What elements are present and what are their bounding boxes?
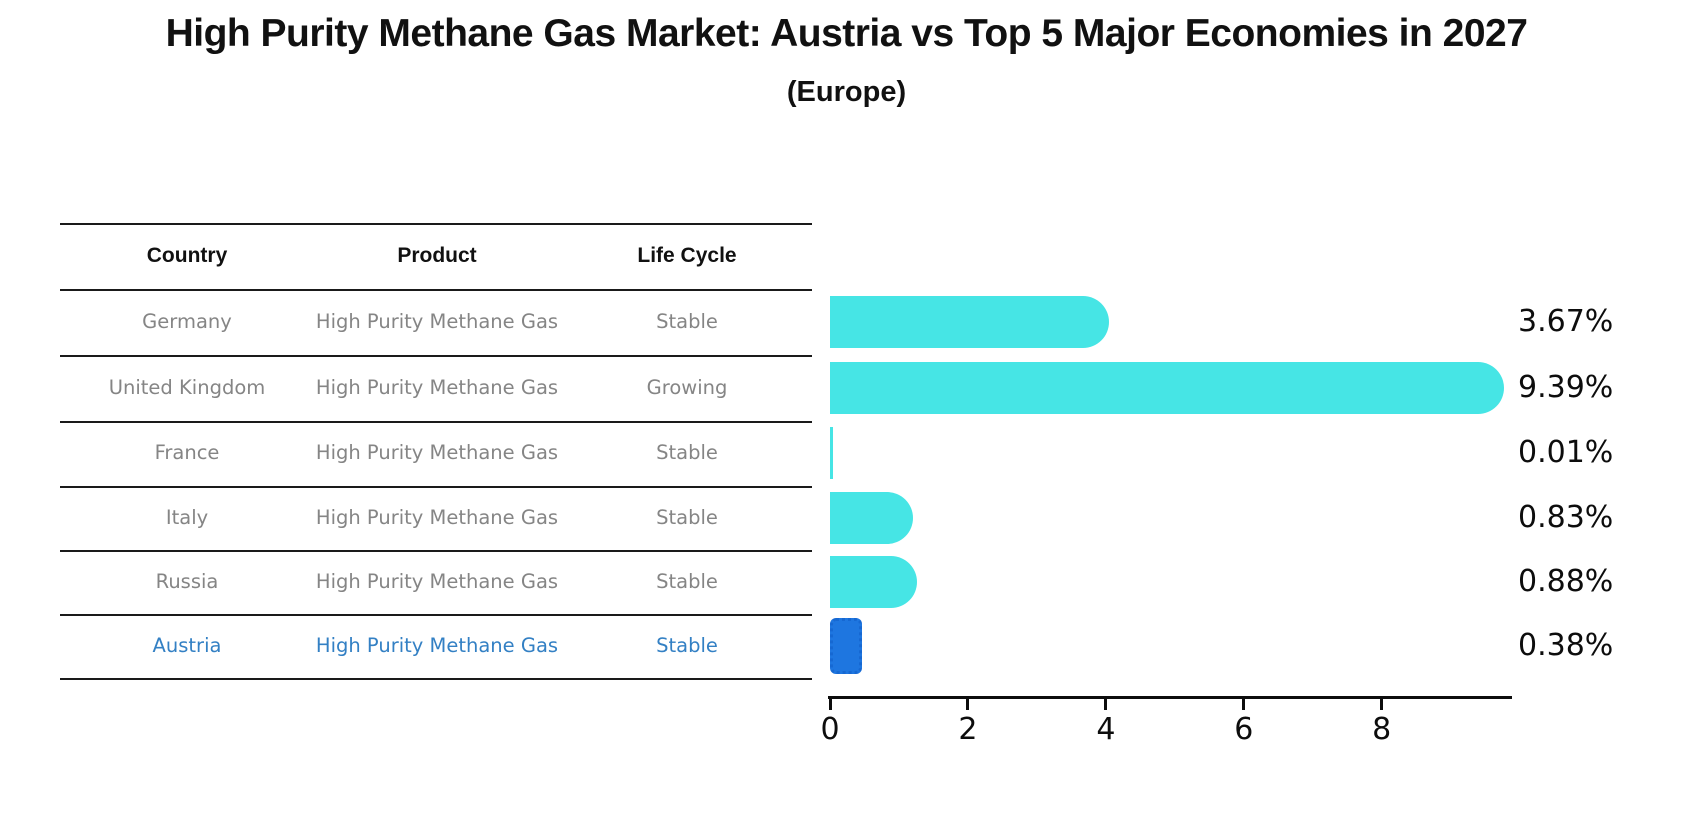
table-rule-bottom	[60, 678, 812, 680]
cell-product: High Purity Methane Gas	[315, 634, 559, 657]
x-axis-tick-label: 0	[820, 712, 840, 747]
cell-product: High Purity Methane Gas	[315, 376, 559, 399]
column-header-life-cycle: Life Cycle	[637, 244, 737, 267]
table-rule-header	[60, 289, 812, 291]
value-label-austria: 0.38%	[1518, 628, 1614, 663]
chart-subtitle: (Europe)	[786, 76, 907, 108]
cell-life-cycle: Stable	[656, 506, 718, 529]
cell-country: United Kingdom	[108, 376, 266, 399]
value-label-france: 0.01%	[1518, 435, 1614, 470]
table-rule	[60, 614, 812, 616]
value-label-italy: 0.83%	[1518, 500, 1614, 535]
cell-country: Italy	[165, 506, 209, 529]
cell-product: High Purity Methane Gas	[315, 310, 559, 333]
cell-life-cycle: Stable	[656, 570, 718, 593]
bar-united-kingdom	[830, 362, 1504, 414]
x-axis-tick	[966, 699, 970, 710]
column-header-product: Product	[397, 244, 477, 267]
table-rule	[60, 421, 812, 423]
x-axis-tick-label: 6	[1234, 712, 1254, 747]
x-axis-line	[828, 696, 1512, 699]
x-axis-tick	[828, 699, 832, 710]
chart-title: High Purity Methane Gas Market: Austria …	[165, 12, 1528, 55]
table-rule-top	[60, 223, 812, 225]
cell-country: France	[154, 441, 220, 464]
cell-life-cycle: Stable	[656, 441, 718, 464]
x-axis-tick	[1380, 699, 1384, 710]
bar-russia	[830, 556, 917, 608]
value-label-germany: 3.67%	[1518, 304, 1614, 339]
cell-country: Germany	[142, 310, 232, 333]
x-axis-tick-label: 2	[958, 712, 978, 747]
x-axis-tick	[1242, 699, 1246, 710]
bar-france	[830, 427, 833, 479]
cell-country: Austria	[152, 634, 222, 657]
cell-country: Russia	[155, 570, 219, 593]
x-axis-tick	[1104, 699, 1108, 710]
cell-product: High Purity Methane Gas	[315, 441, 559, 464]
bar-italy	[830, 492, 914, 544]
table-rule	[60, 486, 812, 488]
cell-life-cycle: Growing	[646, 376, 728, 399]
cell-product: High Purity Methane Gas	[315, 570, 559, 593]
cell-product: High Purity Methane Gas	[315, 506, 559, 529]
x-axis-tick-label: 8	[1372, 712, 1392, 747]
cell-life-cycle: Stable	[656, 310, 718, 333]
cell-life-cycle: Stable	[656, 634, 718, 657]
x-axis-tick-label: 4	[1096, 712, 1116, 747]
value-label-russia: 0.88%	[1518, 564, 1614, 599]
column-header-country: Country	[146, 244, 228, 267]
bar-austria-highlight	[830, 618, 863, 674]
table-rule	[60, 355, 812, 357]
table-rule	[60, 550, 812, 552]
value-label-united-kingdom: 9.39%	[1518, 370, 1614, 405]
bar-germany	[830, 296, 1110, 348]
